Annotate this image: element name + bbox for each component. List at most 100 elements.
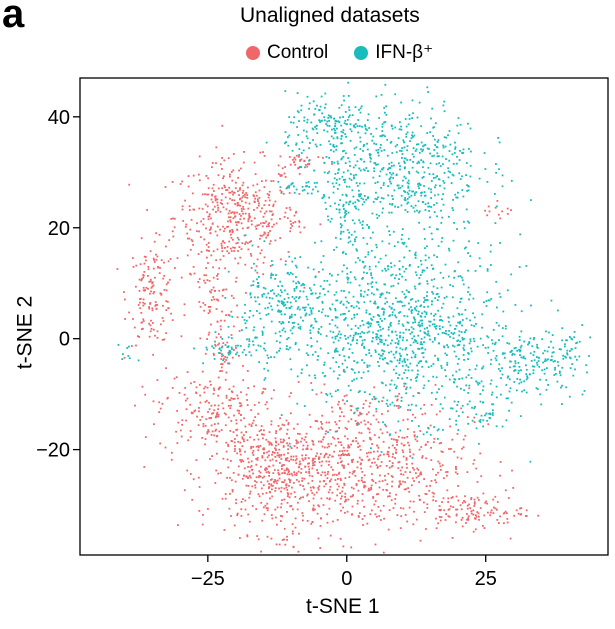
- point: [198, 383, 201, 386]
- point: [371, 398, 374, 401]
- point: [213, 354, 215, 356]
- point: [447, 316, 450, 319]
- point: [347, 157, 350, 159]
- point: [446, 354, 448, 356]
- point: [298, 296, 301, 298]
- point: [363, 271, 365, 274]
- point: [508, 409, 510, 412]
- point: [342, 446, 345, 449]
- point: [262, 387, 265, 390]
- point: [244, 303, 246, 306]
- point: [425, 485, 428, 488]
- point: [327, 491, 330, 494]
- point: [384, 283, 387, 286]
- point: [257, 284, 260, 287]
- point: [383, 318, 386, 320]
- point: [489, 363, 492, 366]
- point: [369, 436, 371, 439]
- point: [420, 338, 423, 340]
- point: [514, 304, 517, 306]
- point: [397, 137, 400, 139]
- point: [487, 511, 489, 514]
- point: [372, 231, 374, 234]
- point: [371, 509, 373, 512]
- point: [518, 335, 521, 338]
- point: [293, 491, 296, 494]
- point: [343, 482, 346, 485]
- point: [525, 515, 528, 517]
- point: [221, 345, 224, 348]
- point: [390, 285, 393, 288]
- point: [342, 465, 345, 468]
- point: [308, 163, 310, 166]
- point: [186, 232, 189, 235]
- point: [176, 442, 179, 444]
- point: [529, 460, 532, 463]
- point: [344, 209, 347, 212]
- point: [242, 189, 245, 192]
- point: [227, 157, 230, 160]
- point: [358, 167, 361, 170]
- point: [381, 480, 384, 482]
- point: [411, 99, 414, 102]
- point: [366, 413, 368, 416]
- point: [382, 551, 385, 554]
- point: [370, 157, 372, 160]
- point: [151, 282, 154, 285]
- point: [487, 352, 489, 354]
- point: [327, 290, 330, 293]
- point: [268, 450, 270, 453]
- point: [313, 113, 315, 116]
- point: [243, 234, 246, 237]
- point: [531, 365, 534, 368]
- point: [287, 251, 290, 253]
- point: [452, 239, 455, 242]
- point: [363, 419, 366, 422]
- point: [245, 393, 248, 396]
- point: [283, 527, 286, 530]
- point: [221, 310, 223, 313]
- point: [353, 316, 356, 319]
- point: [391, 127, 394, 130]
- point: [428, 226, 431, 229]
- point: [263, 240, 266, 243]
- point: [404, 361, 406, 363]
- point: [443, 332, 446, 334]
- point: [152, 353, 154, 356]
- point: [337, 333, 340, 335]
- point: [253, 200, 256, 203]
- point: [270, 483, 273, 486]
- point: [150, 290, 152, 293]
- point: [294, 342, 297, 344]
- point: [295, 300, 297, 303]
- point: [240, 207, 243, 210]
- point: [170, 312, 172, 315]
- point: [499, 461, 502, 463]
- point: [362, 150, 364, 152]
- point: [395, 365, 398, 368]
- point: [300, 372, 303, 374]
- point: [412, 206, 415, 209]
- point: [317, 472, 320, 475]
- point: [348, 446, 351, 449]
- point: [339, 457, 342, 460]
- point: [264, 459, 267, 462]
- point: [172, 235, 175, 238]
- point: [410, 194, 413, 197]
- point: [432, 177, 435, 179]
- point: [470, 497, 473, 499]
- point: [466, 507, 469, 510]
- point: [318, 505, 321, 508]
- point: [498, 522, 500, 524]
- point: [230, 397, 233, 400]
- point: [507, 397, 509, 400]
- point: [568, 336, 571, 338]
- point: [188, 209, 191, 211]
- point: [496, 306, 498, 309]
- point: [234, 215, 236, 218]
- point: [395, 387, 397, 390]
- point: [338, 121, 341, 123]
- point: [339, 406, 341, 409]
- point: [514, 360, 517, 363]
- point: [140, 312, 143, 314]
